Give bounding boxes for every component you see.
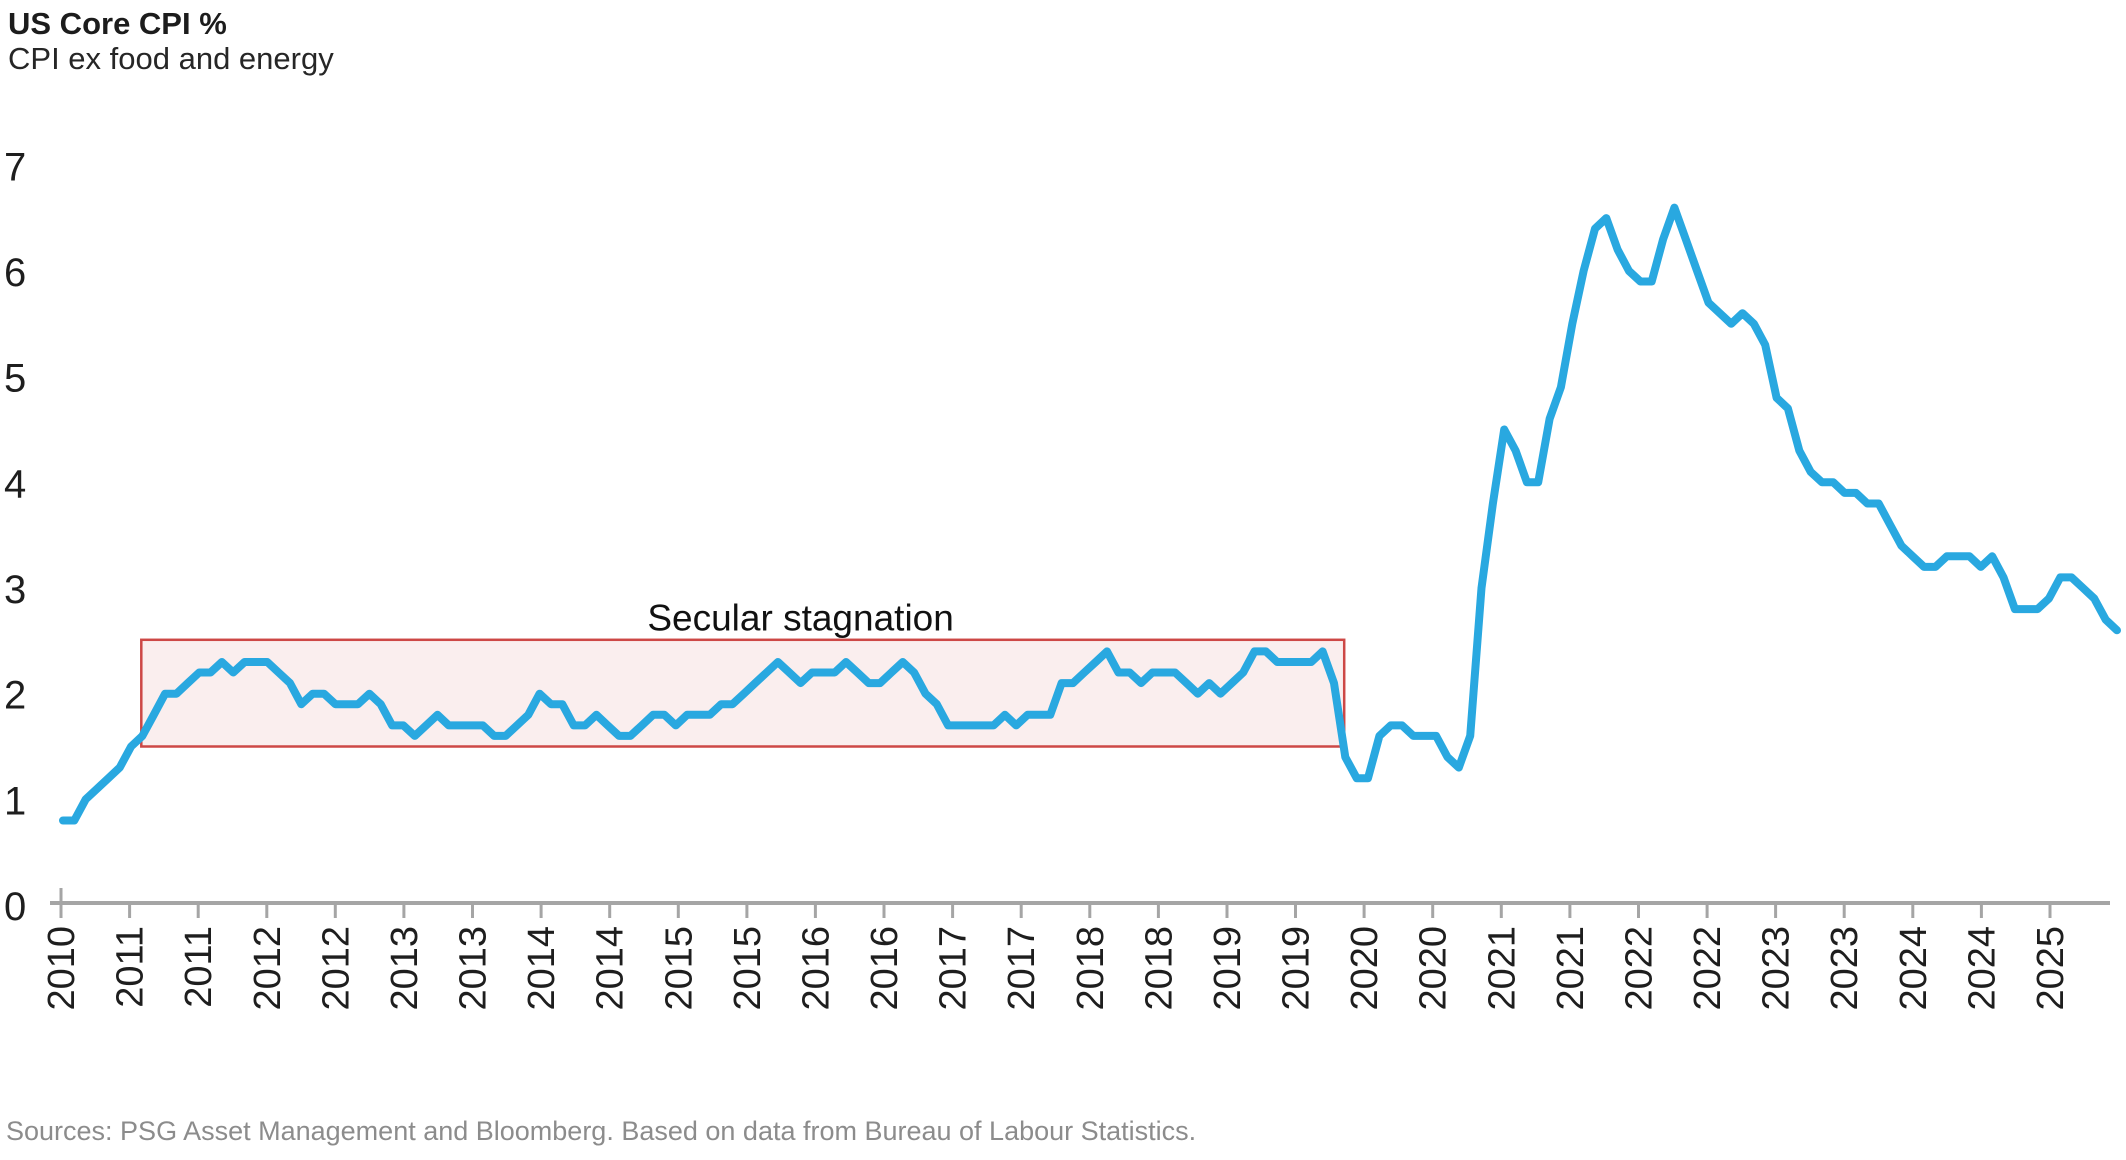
chart-title: US Core CPI % [8, 6, 227, 41]
x-axis-tick-label: 2013 [384, 926, 426, 1011]
x-axis-tick-label: 2015 [727, 926, 769, 1011]
x-axis-tick-label: 2022 [1619, 926, 1661, 1011]
secular-stagnation-box [140, 638, 1346, 748]
x-axis-tick-label: 2022 [1687, 926, 1729, 1011]
x-axis-tick-label: 2018 [1070, 926, 1112, 1011]
x-axis-tick-label: 2010 [41, 926, 83, 1011]
x-axis-tick-label: 2019 [1276, 926, 1318, 1011]
x-axis-tick-label: 2017 [1001, 926, 1043, 1011]
chart-subtitle: CPI ex food and energy [8, 41, 334, 77]
x-axis-tick-label: 2014 [521, 926, 563, 1011]
chart-header: US Core CPI % CPI ex food and energy [8, 6, 334, 77]
core-cpi-line [59, 203, 2121, 825]
x-axis-tick-label: 2024 [1961, 926, 2003, 1011]
x-axis-tick-label: 2014 [590, 926, 632, 1011]
x-axis-tick-label: 2021 [1481, 926, 1523, 1011]
x-axis-tick-label: 2016 [795, 926, 837, 1011]
secular-stagnation-label: Secular stagnation [647, 597, 953, 638]
x-axis-tick-label: 2023 [1756, 926, 1798, 1011]
x-axis-tick-label: 2024 [1893, 926, 1935, 1011]
x-axis-tick-label: 2012 [315, 926, 357, 1011]
y-axis-label: 5 [4, 357, 26, 401]
x-axis-tick-label: 2023 [1824, 926, 1866, 1011]
y-axis-label: 2 [4, 674, 26, 718]
y-axis-label: 6 [4, 251, 26, 295]
x-axis-tick-label: 2018 [1138, 926, 1180, 1011]
x-axis-tick-label: 2020 [1413, 926, 1455, 1011]
y-axis-label: 7 [4, 145, 26, 189]
y-axis-label: 1 [4, 779, 26, 823]
x-axis-tick-label: 2011 [178, 926, 220, 1008]
x-axis-tick-label: 2020 [1344, 926, 1386, 1011]
x-axis-tick-label: 2019 [1207, 926, 1249, 1011]
x-axis-tick-label: 2016 [864, 926, 906, 1011]
y-axis-label: 4 [4, 462, 26, 506]
y-axis-label: 0 [4, 885, 26, 929]
x-axis-tick-label: 2011 [110, 926, 152, 1008]
source-note: Sources: PSG Asset Management and Bloomb… [6, 1116, 1197, 1146]
x-axis-tick-label: 2013 [453, 926, 495, 1011]
x-axis-tick-label: 2021 [1550, 926, 1592, 1011]
x-axis-tick-label: 2015 [658, 926, 700, 1011]
x-axis-tick-label: 2025 [2030, 926, 2072, 1011]
x-axis-tick-label: 2017 [933, 926, 975, 1011]
x-axis-tick-label: 2012 [247, 926, 289, 1011]
y-axis-label: 3 [4, 568, 26, 612]
